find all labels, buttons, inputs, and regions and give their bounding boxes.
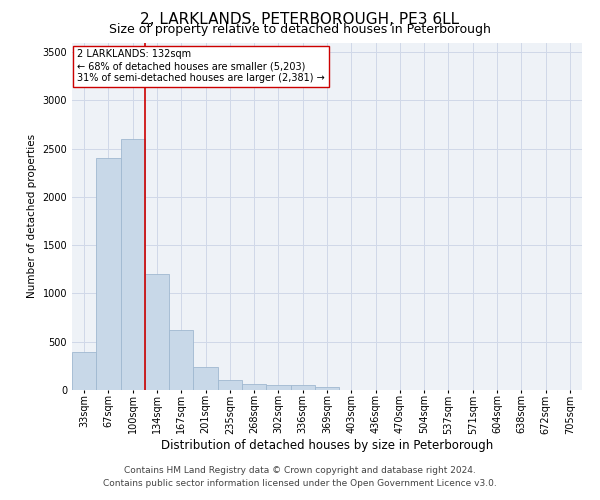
Bar: [145, 274, 169, 390]
Bar: [169, 330, 193, 390]
Bar: [96, 158, 121, 390]
Text: Size of property relative to detached houses in Peterborough: Size of property relative to detached ho…: [109, 22, 491, 36]
Text: 2, LARKLANDS, PETERBOROUGH, PE3 6LL: 2, LARKLANDS, PETERBOROUGH, PE3 6LL: [140, 12, 460, 28]
Text: 2 LARKLANDS: 132sqm
← 68% of detached houses are smaller (5,203)
31% of semi-det: 2 LARKLANDS: 132sqm ← 68% of detached ho…: [77, 50, 325, 82]
Bar: [315, 387, 339, 390]
Bar: [290, 384, 315, 390]
Bar: [72, 352, 96, 390]
Text: Contains HM Land Registry data © Crown copyright and database right 2024.
Contai: Contains HM Land Registry data © Crown c…: [103, 466, 497, 487]
Bar: [242, 384, 266, 390]
Bar: [121, 139, 145, 390]
X-axis label: Distribution of detached houses by size in Peterborough: Distribution of detached houses by size …: [161, 439, 493, 452]
Bar: [218, 380, 242, 390]
Bar: [193, 367, 218, 390]
Bar: [266, 384, 290, 390]
Y-axis label: Number of detached properties: Number of detached properties: [27, 134, 37, 298]
